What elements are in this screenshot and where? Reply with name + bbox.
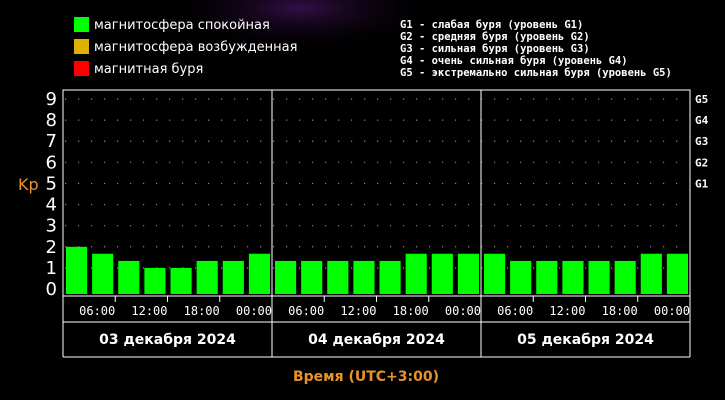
x-tick-label: 18:00 [602, 304, 638, 318]
day-separators [271, 90, 482, 357]
y-tick-label: 3 [46, 216, 57, 237]
background-glow [160, 0, 440, 53]
g-level-tick-label: G5 [695, 93, 708, 106]
bars [66, 246, 688, 294]
x-tick-label: 06:00 [288, 304, 324, 318]
y-tick-label: 7 [46, 131, 57, 152]
x-axis-title: Время (UTC+3:00) [293, 369, 439, 385]
kp-bar [301, 260, 323, 294]
storm-level-text: G1 - слабая буря (уровень G1) [400, 19, 583, 31]
kp-bar [379, 260, 401, 294]
kp-bar [562, 260, 584, 294]
storm-level-text: G3 - сильная буря (уровень G3) [400, 43, 590, 55]
y-tick-label: 6 [46, 152, 57, 173]
kp-bar [66, 246, 88, 294]
legend-item-label: магнитосфера спокойная [94, 18, 270, 33]
y-tick-label: 8 [46, 110, 57, 131]
y-tick-label: 9 [46, 89, 57, 110]
legend-swatch [74, 61, 89, 76]
kp-bar [431, 253, 453, 294]
x-tick-label: 18:00 [393, 304, 429, 318]
legend: магнитосфера спокойная магнитосфера возбу… [74, 17, 297, 77]
day-label: 05 декабря 2024 [517, 332, 654, 348]
x-tick-label: 00:00 [445, 304, 481, 318]
kp-bar [614, 260, 636, 294]
storm-level-text: G2 - средняя буря (уровень G2) [400, 31, 590, 43]
x-tick-label: 00:00 [236, 304, 272, 318]
kp-bar [196, 260, 218, 294]
kp-bar [510, 260, 532, 294]
kp-bar [118, 260, 140, 294]
kp-bar [170, 267, 192, 294]
kp-bar [640, 253, 662, 294]
g-level-tick-label: G4 [695, 114, 709, 127]
kp-bar [353, 260, 375, 294]
kp-bar [588, 260, 610, 294]
x-axis-ticks: 06:00 12:00 18:00 00:00 06:00 12:00 18:00 00:00… [79, 296, 691, 318]
y-tick-label: 5 [46, 173, 57, 194]
x-tick-label: 00:00 [654, 304, 690, 318]
kp-bar [536, 260, 558, 294]
day-label: 04 декабря 2024 [308, 332, 445, 348]
kp-bar [405, 253, 427, 294]
legend-swatch [74, 39, 89, 54]
x-tick-label: 12:00 [549, 304, 585, 318]
y-axis-title: Kp [18, 175, 39, 194]
storm-level-text: G5 - экстремально сильная буря (уровень … [400, 67, 672, 79]
day-label: 03 декабря 2024 [99, 332, 236, 348]
kp-bar [248, 253, 270, 294]
kp-bar [484, 253, 506, 294]
y-tick-label: 1 [46, 258, 57, 279]
legend-item-label: магнитная буря [94, 62, 203, 77]
x-tick-label: 12:00 [131, 304, 167, 318]
kp-bar [92, 253, 114, 294]
kp-bar [222, 260, 244, 294]
x-tick-label: 06:00 [79, 304, 115, 318]
storm-level-text: G4 - очень сильная буря (уровень G4) [400, 55, 628, 67]
g-level-tick-label: G1 [695, 177, 709, 190]
day-labels: 03 декабря 2024 04 декабря 2024 05 декабря… [99, 332, 654, 348]
y-tick-label: 2 [46, 237, 57, 258]
kp-bar [327, 260, 349, 294]
kp-bar [275, 260, 297, 294]
legend-item-label: магнитосфера возбужденная [94, 40, 297, 55]
g-scale-ticks: G1 G2 G3 G4 G5 [695, 93, 709, 190]
g-level-tick-label: G2 [695, 156, 708, 169]
legend-swatch [74, 17, 89, 32]
kp-bar [457, 253, 479, 294]
x-tick-label: 12:00 [340, 304, 376, 318]
g-level-tick-label: G3 [695, 135, 708, 148]
y-tick-label: 0 [46, 279, 57, 300]
x-tick-label: 18:00 [184, 304, 220, 318]
x-tick-label: 06:00 [497, 304, 533, 318]
y-tick-label: 4 [46, 195, 57, 216]
kp-bar [144, 267, 166, 294]
storm-level-legend: G1 - слабая буря (уровень G1)G2 - средня… [400, 19, 672, 79]
kp-bar [666, 253, 688, 294]
